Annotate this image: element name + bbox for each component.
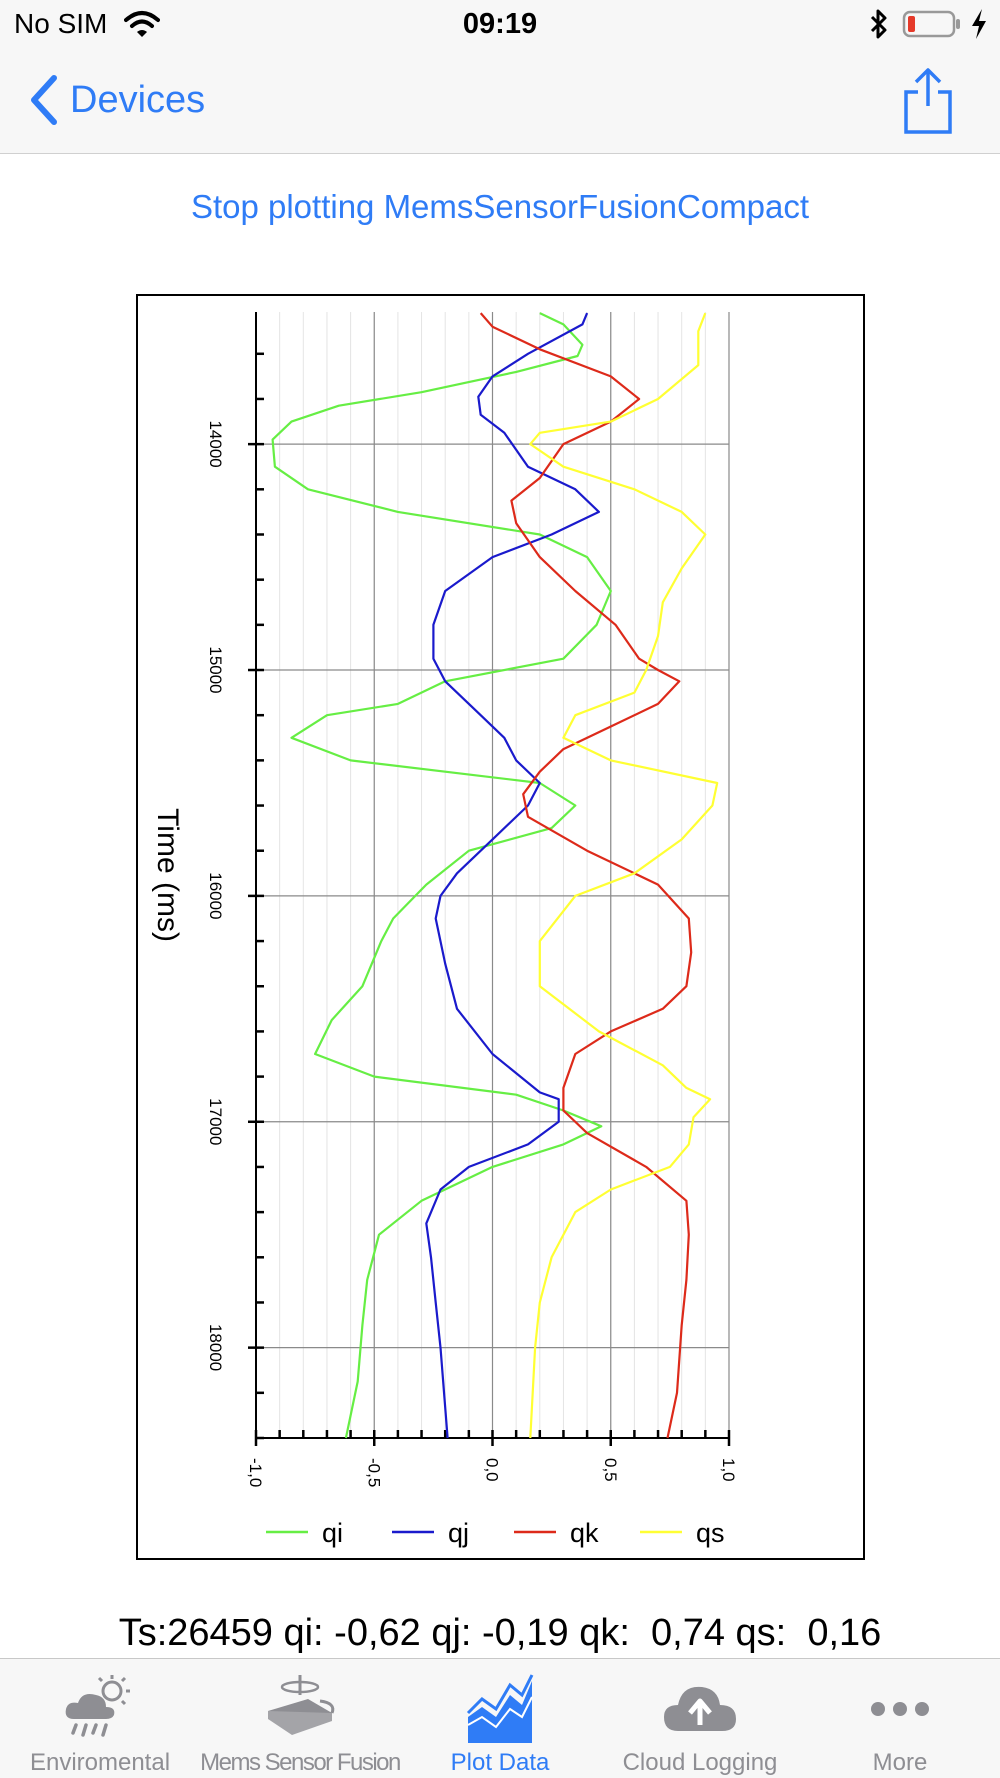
tab-mems-sensor-fusion[interactable]: Mems Sensor Fusion [200,1659,401,1778]
series-lines [271,312,719,1439]
tab-bar: Enviromental Mems Sensor Fusion Plot Dat… [0,1658,1000,1778]
share-icon[interactable] [900,66,956,136]
value-tick-label: 0,0 [483,1458,502,1482]
plot-chart: 14000 15000 16000 17000 18000 -1,0 -0,5 0,0 0,5 1… [136,294,865,1560]
series-line-qj [425,312,600,1439]
time-tick-label: 17000 [206,1098,225,1145]
value-tick-label: 0,5 [601,1458,620,1482]
wifi-icon [124,11,160,37]
chevron-left-icon [31,75,57,125]
legend-label-qs: qs [696,1518,725,1548]
chart-svg: 14000 15000 16000 17000 18000 -1,0 -0,5 0,0 0,5 1… [151,312,738,1548]
chart-icon [466,1674,534,1743]
more-icon [871,1702,929,1716]
tab-plot-data[interactable]: Plot Data [400,1659,600,1778]
cloud-upload-icon [664,1686,736,1731]
tab-label: More [872,1749,928,1776]
tick-labels: 14000 15000 16000 17000 18000 -1,0 -0,5 0,0 0,5 1… [206,420,738,1487]
time-tick-label: 18000 [206,1324,225,1371]
legend-label-qk: qk [570,1518,599,1548]
time-tick-label: 14000 [206,420,225,467]
time-axis-label: Time (ms) [151,808,184,942]
tab-label: Mems Sensor Fusion [200,1749,401,1776]
charging-icon [972,9,986,39]
back-button-label: Devices [70,78,206,121]
carrier-label: No SIM [14,8,108,39]
tab-more[interactable]: More [800,1659,1000,1778]
chart-axes [248,312,731,1446]
value-tick-label: 1,0 [719,1458,738,1482]
legend-label-qi: qi [322,1518,343,1548]
weather-icon [65,1675,130,1737]
tab-label: Cloud Logging [622,1749,778,1776]
value-tick-label: -1,0 [246,1458,265,1487]
time-tick-label: 15000 [206,646,225,693]
tab-label: Plot Data [450,1749,550,1776]
bluetooth-icon [870,9,887,39]
chart-legend: qi qj qk qs [266,1518,725,1548]
back-button[interactable]: Devices [26,72,205,128]
navigation-bar: Devices [0,50,1000,154]
time-tick-label: 16000 [206,872,225,919]
sensor-fusion-icon [268,1675,335,1735]
status-bar: No SIM 09:19 [0,0,1000,50]
tab-label: Enviromental [29,1749,171,1776]
tab-enviromental[interactable]: Enviromental [0,1659,200,1778]
series-line-qk [479,312,693,1439]
clock: 09:19 [462,8,538,40]
series-line-qs [529,312,719,1439]
value-tick-label: -0,5 [364,1458,383,1487]
stop-plotting-link[interactable]: Stop plotting MemsSensorFusionCompact [190,188,810,225]
legend-label-qj: qj [448,1518,469,1548]
battery-low-icon [902,10,960,38]
sample-readout: Ts:26459 qi: -0,62 qj: -0,19 qk: 0,74 qs… [118,1612,882,1654]
tab-cloud-logging[interactable]: Cloud Logging [600,1659,800,1778]
series-line-qi [271,312,612,1439]
